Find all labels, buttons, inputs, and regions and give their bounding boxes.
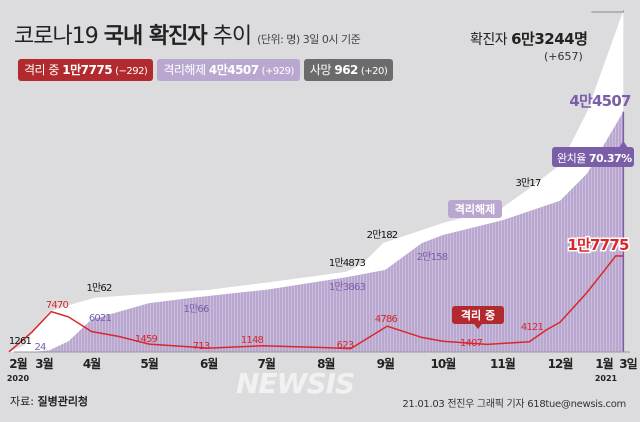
recovery-rate-bg <box>552 147 634 167</box>
total-delta: (+657) <box>544 50 583 63</box>
data-label: 7470 <box>46 300 69 311</box>
badge-label: 격리 중 <box>24 63 59 77</box>
data-label: 1만62 <box>86 282 112 294</box>
recovery-rate-label: 완치율 <box>557 152 589 165</box>
badge-value: 962 <box>334 63 358 77</box>
total-value: 6만3244명 <box>511 30 588 48</box>
badge-released: 격리해제 4만4507 (+929) <box>157 59 300 81</box>
data-label: 6021 <box>89 313 112 324</box>
data-label: 4121 <box>521 322 544 333</box>
x-tick-label: 3일 <box>619 357 637 371</box>
total-bracket <box>591 10 624 13</box>
source-value: 질병관리청 <box>37 395 89 408</box>
data-label: 1만66 <box>183 303 209 315</box>
unit-note: (단위: 명) 3일 0시 기준 <box>257 33 361 46</box>
x-tick-label: 10월 <box>431 356 457 371</box>
x-tick-label: 11월 <box>490 356 516 371</box>
data-label: 623 <box>337 340 354 351</box>
data-label: 1148 <box>241 335 264 346</box>
x-tick-label: 8월 <box>317 356 335 371</box>
total-confirmed: 확진자 6만3244명 <box>470 28 588 49</box>
badge-deaths: 사망 962 (+20) <box>303 59 394 81</box>
x-tick-label: 3월 <box>35 356 53 371</box>
badge-label: 사망 <box>309 63 332 77</box>
recovery-rate: 완치율 70.37% <box>557 152 632 165</box>
data-label: 4만4507 <box>569 92 631 110</box>
isolated-line <box>8 255 624 353</box>
badge-delta: (−292) <box>115 66 148 77</box>
summary-badges: 격리 중 1만7775 (−292) 격리해제 4만4507 (+929) 사망 9… <box>18 59 394 81</box>
badge-value: 4만4507 <box>208 63 259 77</box>
released-tag: 격리해제 <box>455 202 495 216</box>
isolated-tag: 격리 중 <box>461 308 495 322</box>
x-tick-label: 2월 <box>9 356 27 371</box>
title-suffix: 추이 <box>206 24 253 49</box>
watermark-logo: NEWSIS <box>236 367 355 400</box>
data-label: 2만182 <box>367 229 398 241</box>
isolated-tag-bg <box>452 306 504 324</box>
recovery-rate-pointer <box>619 141 628 147</box>
x-tick-label: 12월 <box>548 356 574 371</box>
credit: 21.01.03 전진우 그래픽 기자 618tue@newsis.com <box>402 399 626 410</box>
data-label: 1407 <box>460 338 483 349</box>
data-label: 3만17 <box>515 177 541 189</box>
title-bold: 국내 확진자 <box>103 24 208 49</box>
total-label: 확진자 <box>470 32 508 48</box>
isolated-tag-pointer <box>474 324 482 329</box>
page-title: 코로나19 국내 확진자 추이 (단위: 명) 3일 0시 기준 <box>14 18 361 50</box>
source-label: 자료: <box>10 395 34 408</box>
badge-delta: (+20) <box>360 66 388 77</box>
data-label: 1459 <box>135 334 158 345</box>
recovery-rate-value: 70.37% <box>589 152 632 165</box>
year-label: 2021 <box>595 374 618 383</box>
x-tick-label: 4월 <box>83 356 101 371</box>
data-label: 1만7775 <box>567 236 629 254</box>
area-released <box>8 111 624 352</box>
source: 자료: 질병관리청 <box>10 393 88 409</box>
badge-delta: (+929) <box>261 66 295 77</box>
data-label: 1만4873 <box>329 257 366 269</box>
data-label: 1261 <box>9 336 32 347</box>
title-prefix: 코로나19 <box>14 24 104 49</box>
x-tick-label: 5월 <box>140 356 158 371</box>
data-label: 24 <box>34 342 46 353</box>
badge-isolated: 격리 중 1만7775 (−292) <box>18 59 154 81</box>
data-label: 713 <box>193 341 210 352</box>
x-tick-label: 9월 <box>377 356 395 371</box>
year-label: 2020 <box>7 374 30 383</box>
released-tag-bg <box>448 200 502 218</box>
x-tick-label: 6월 <box>200 356 218 371</box>
x-tick-label: 1월 <box>595 356 613 371</box>
data-label: 4786 <box>375 314 398 325</box>
badge-label: 격리해제 <box>163 63 206 77</box>
x-tick-label: 7월 <box>258 356 276 371</box>
data-label: 1만3863 <box>329 281 366 293</box>
badge-value: 1만7775 <box>62 63 113 77</box>
data-label: 2만158 <box>417 251 448 263</box>
